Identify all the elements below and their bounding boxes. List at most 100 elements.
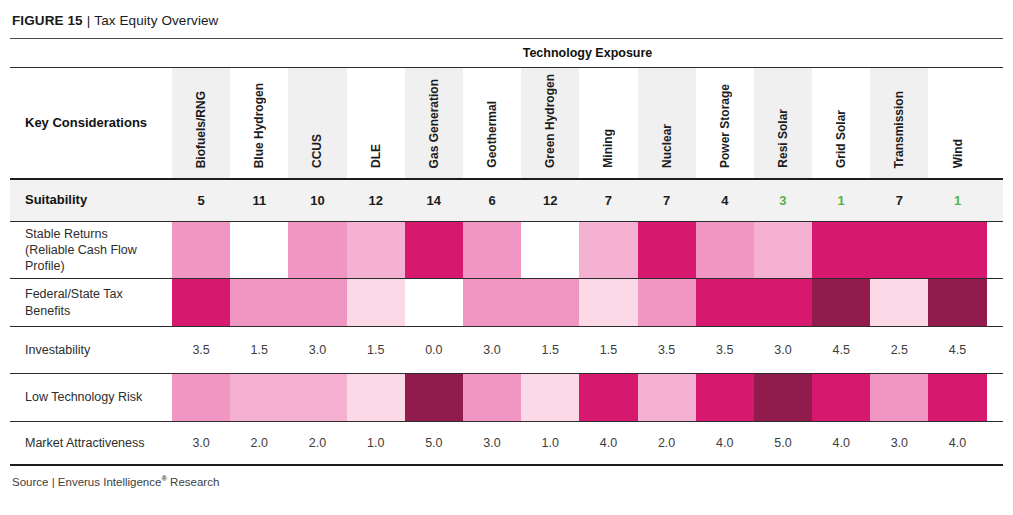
cell-stable-returns-reliable-cash-flow-profile-dle xyxy=(347,222,405,278)
row-label-investability: Investability xyxy=(10,327,172,373)
cell-market-attractiveness-ccus: 2.0 xyxy=(288,422,346,464)
cell-federal-state-tax-benefits-ccus xyxy=(288,279,346,326)
cell-federal-state-tax-benefits-dle xyxy=(347,279,405,326)
cell-stable-returns-reliable-cash-flow-profile-transmission xyxy=(870,222,928,278)
cell-stable-returns-reliable-cash-flow-profile-green-hydrogen xyxy=(521,222,579,278)
cell-suitability-resi-solar: 3 xyxy=(754,180,812,221)
cell-market-attractiveness-geothermal: 3.0 xyxy=(463,422,521,464)
column-header-label: DLE xyxy=(369,144,383,168)
figure-title-separator: | xyxy=(83,13,95,28)
cell-federal-state-tax-benefits-transmission xyxy=(870,279,928,326)
column-header-biofuels-rng: Biofuels/RNG xyxy=(172,68,230,178)
cell-market-attractiveness-transmission: 3.0 xyxy=(870,422,928,464)
cell-low-technology-risk-mining xyxy=(579,374,637,421)
cell-federal-state-tax-benefits-wind xyxy=(928,279,986,326)
cell-investability-ccus: 3.0 xyxy=(288,327,346,373)
row-federal-state-tax-benefits: Federal/State Tax Benefits xyxy=(10,279,1003,327)
cell-market-attractiveness-dle: 1.0 xyxy=(347,422,405,464)
cell-federal-state-tax-benefits-grid-solar xyxy=(812,279,870,326)
cell-market-attractiveness-biofuels-rng: 3.0 xyxy=(172,422,230,464)
column-header-geothermal: Geothermal xyxy=(463,68,521,178)
cell-investability-resi-solar: 3.0 xyxy=(754,327,812,373)
cell-suitability-dle: 12 xyxy=(347,180,405,221)
cell-low-technology-risk-transmission xyxy=(870,374,928,421)
cell-suitability-green-hydrogen: 12 xyxy=(521,180,579,221)
cell-stable-returns-reliable-cash-flow-profile-biofuels-rng xyxy=(172,222,230,278)
cell-low-technology-risk-blue-hydrogen xyxy=(230,374,288,421)
cell-investability-blue-hydrogen: 1.5 xyxy=(230,327,288,373)
cell-stable-returns-reliable-cash-flow-profile-gas-generation xyxy=(405,222,463,278)
cell-suitability-gas-generation: 14 xyxy=(405,180,463,221)
cell-low-technology-risk-geothermal xyxy=(463,374,521,421)
column-header-green-hydrogen: Green Hydrogen xyxy=(521,68,579,178)
cell-market-attractiveness-blue-hydrogen: 2.0 xyxy=(230,422,288,464)
row-suitability: Suitability5111012146127743171 xyxy=(10,180,1003,222)
cell-low-technology-risk-nuclear xyxy=(638,374,696,421)
cell-suitability-grid-solar: 1 xyxy=(812,180,870,221)
cell-low-technology-risk-wind xyxy=(928,374,986,421)
column-header-dle: DLE xyxy=(347,68,405,178)
row-investability: Investability3.51.53.01.50.03.01.51.53.5… xyxy=(10,327,1003,374)
column-header-blue-hydrogen: Blue Hydrogen xyxy=(230,68,288,178)
figure-title-text: Tax Equity Overview xyxy=(94,13,218,28)
cell-low-technology-risk-ccus xyxy=(288,374,346,421)
cell-stable-returns-reliable-cash-flow-profile-nuclear xyxy=(638,222,696,278)
source-line: Source | Enverus Intelligence® Research xyxy=(10,466,1003,488)
cell-suitability-transmission: 7 xyxy=(870,180,928,221)
column-header-label: Wind xyxy=(951,139,965,168)
cell-federal-state-tax-benefits-green-hydrogen xyxy=(521,279,579,326)
cell-investability-nuclear: 3.5 xyxy=(638,327,696,373)
column-header-gas-generation: Gas Generation xyxy=(405,68,463,178)
cell-investability-wind: 4.5 xyxy=(928,327,986,373)
row-stable-returns-reliable-cash-flow-profile: Stable Returns (Reliable Cash Flow Profi… xyxy=(10,222,1003,279)
cell-low-technology-risk-power-storage xyxy=(696,374,754,421)
column-header-label: Geothermal xyxy=(485,101,499,168)
cell-suitability-nuclear: 7 xyxy=(638,180,696,221)
cell-market-attractiveness-nuclear: 2.0 xyxy=(638,422,696,464)
cell-investability-transmission: 2.5 xyxy=(870,327,928,373)
row-label-suitability: Suitability xyxy=(10,180,172,221)
cell-investability-mining: 1.5 xyxy=(579,327,637,373)
column-header-wind: Wind xyxy=(928,68,986,178)
cell-market-attractiveness-gas-generation: 5.0 xyxy=(405,422,463,464)
column-header-row: Key ConsiderationsBiofuels/RNGBlue Hydro… xyxy=(10,68,1003,180)
column-header-nuclear: Nuclear xyxy=(638,68,696,178)
cell-investability-dle: 1.5 xyxy=(347,327,405,373)
cell-stable-returns-reliable-cash-flow-profile-wind xyxy=(928,222,986,278)
cell-investability-biofuels-rng: 3.5 xyxy=(172,327,230,373)
technology-exposure-header-row: Technology Exposure xyxy=(10,39,1003,68)
tax-equity-table: Key ConsiderationsBiofuels/RNGBlue Hydro… xyxy=(10,68,1003,466)
column-header-ccus: CCUS xyxy=(288,68,346,178)
row-label-market-attractiveness: Market Attractiveness xyxy=(10,422,172,464)
column-header-label: Nuclear xyxy=(660,124,674,168)
cell-federal-state-tax-benefits-biofuels-rng xyxy=(172,279,230,326)
column-header-label: Blue Hydrogen xyxy=(252,83,266,168)
row-label-low-technology-risk: Low Technology Risk xyxy=(10,374,172,421)
cell-investability-geothermal: 3.0 xyxy=(463,327,521,373)
figure-title: FIGURE 15|Tax Equity Overview xyxy=(10,0,1003,38)
cell-federal-state-tax-benefits-power-storage xyxy=(696,279,754,326)
row-low-technology-risk: Low Technology Risk xyxy=(10,374,1003,422)
cell-investability-green-hydrogen: 1.5 xyxy=(521,327,579,373)
cell-investability-grid-solar: 4.5 xyxy=(812,327,870,373)
source-text-suffix: Research xyxy=(167,476,219,488)
cell-stable-returns-reliable-cash-flow-profile-power-storage xyxy=(696,222,754,278)
cell-market-attractiveness-wind: 4.0 xyxy=(928,422,986,464)
column-header-label: Biofuels/RNG xyxy=(194,91,208,168)
source-text: Source | Enverus Intelligence xyxy=(12,476,161,488)
cell-stable-returns-reliable-cash-flow-profile-mining xyxy=(579,222,637,278)
cell-suitability-blue-hydrogen: 11 xyxy=(230,180,288,221)
cell-stable-returns-reliable-cash-flow-profile-ccus xyxy=(288,222,346,278)
column-header-power-storage: Power Storage xyxy=(696,68,754,178)
cell-low-technology-risk-biofuels-rng xyxy=(172,374,230,421)
column-header-grid-solar: Grid Solar xyxy=(812,68,870,178)
column-header-label: Mining xyxy=(601,129,615,168)
cell-federal-state-tax-benefits-nuclear xyxy=(638,279,696,326)
technology-exposure-label: Technology Exposure xyxy=(523,46,653,60)
cell-federal-state-tax-benefits-geothermal xyxy=(463,279,521,326)
cell-market-attractiveness-resi-solar: 5.0 xyxy=(754,422,812,464)
cell-suitability-mining: 7 xyxy=(579,180,637,221)
figure-page: FIGURE 15|Tax Equity Overview Technology… xyxy=(0,0,1013,488)
cell-suitability-ccus: 10 xyxy=(288,180,346,221)
cell-stable-returns-reliable-cash-flow-profile-grid-solar xyxy=(812,222,870,278)
